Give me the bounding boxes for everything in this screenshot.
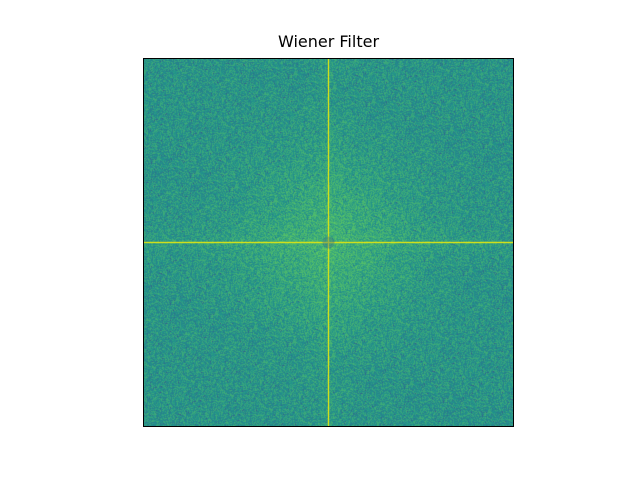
center-dark-spot: [322, 236, 335, 249]
spectrum-overlay: [143, 58, 514, 427]
image-axes: [143, 58, 514, 427]
figure-title: Wiener Filter: [277, 32, 380, 51]
